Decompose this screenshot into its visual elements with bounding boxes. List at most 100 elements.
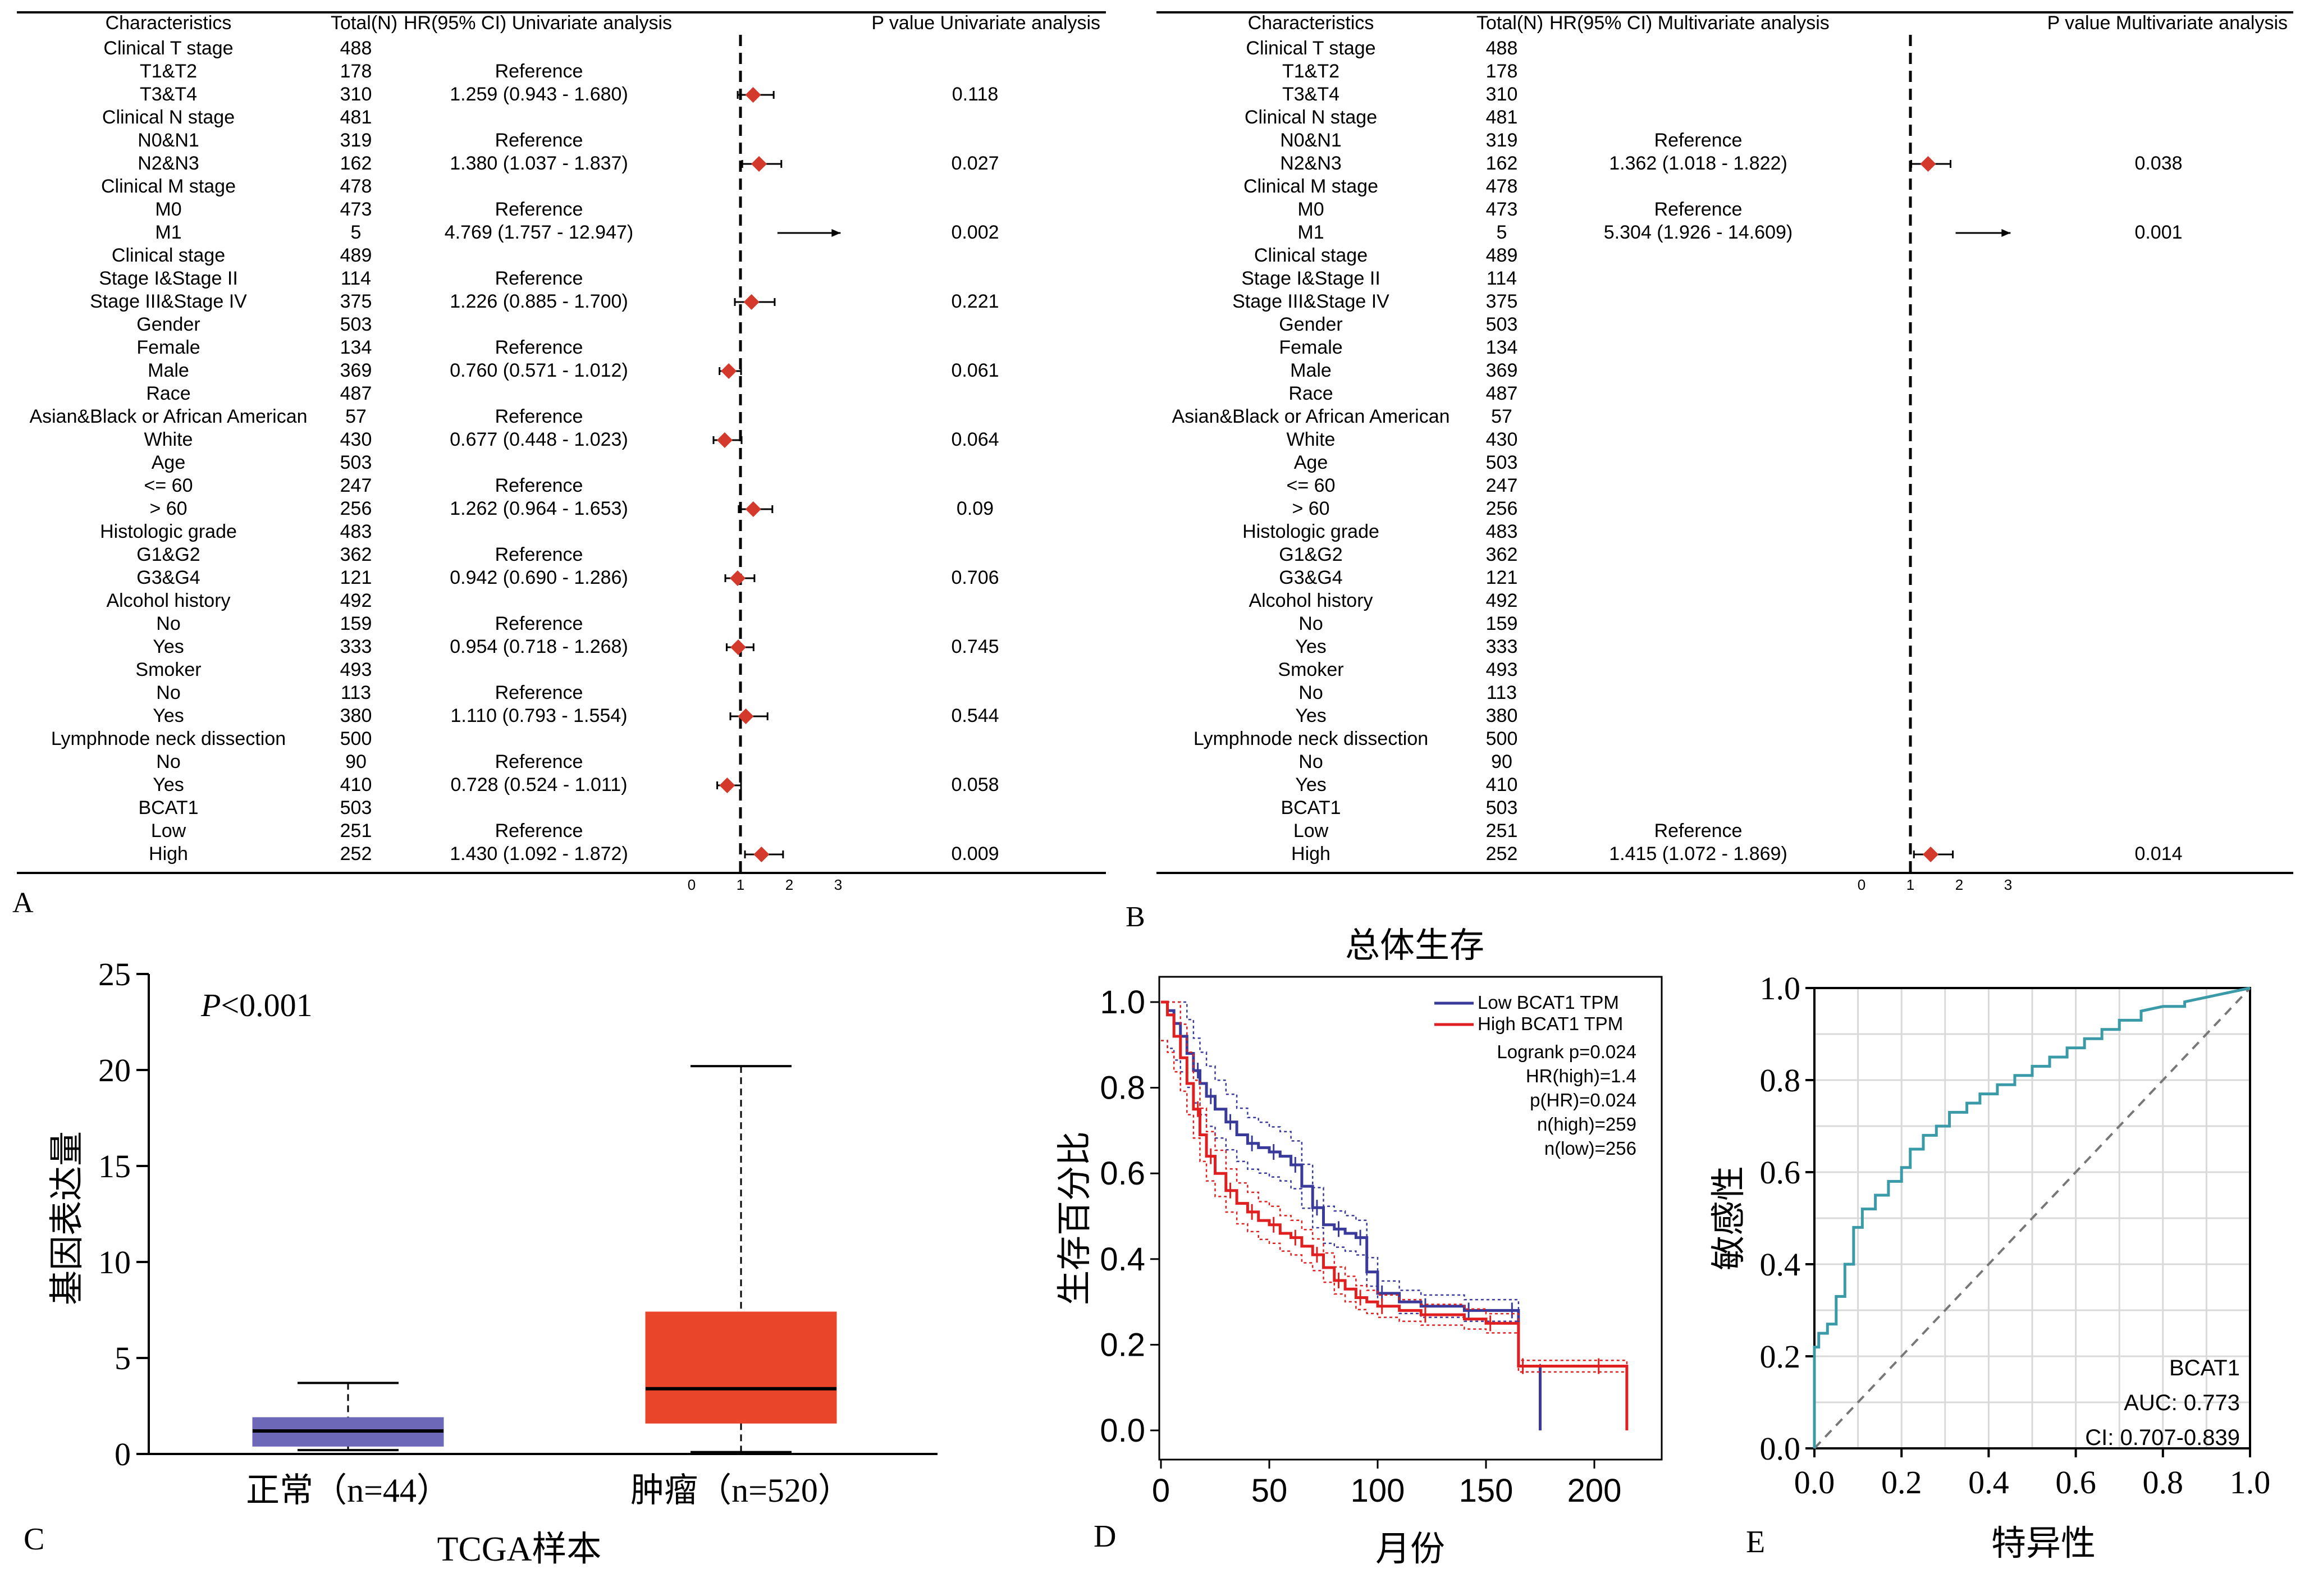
hr-point	[738, 708, 754, 724]
row-total: 362	[1486, 544, 1518, 565]
panel-label: A	[12, 887, 34, 919]
y-tick-label: 1.0	[1100, 984, 1145, 1021]
column-header-hr: HR(95% CI) Univariate analysis	[404, 12, 672, 34]
stat-annotation: Logrank p=0.024	[1497, 1041, 1636, 1062]
row-total: 503	[340, 797, 372, 818]
row-hr: Reference	[495, 613, 583, 634]
row-total: 481	[340, 107, 372, 128]
ci-arrow-head	[831, 229, 841, 237]
row-characteristic: No	[156, 751, 180, 772]
row-characteristic: M1	[155, 222, 181, 243]
row-characteristic: Stage III&Stage IV	[90, 291, 247, 312]
row-total: 430	[340, 429, 372, 450]
y-axis-title: 敏感性	[1708, 1166, 1749, 1270]
row-characteristic: G1&G2	[136, 544, 200, 565]
row-hr: 1.226 (0.885 - 1.700)	[450, 291, 628, 312]
row-total: 319	[1486, 130, 1518, 151]
group-label: 正常（n=44）	[246, 1472, 450, 1509]
row-characteristic: Female	[1279, 337, 1342, 358]
row-total: 493	[340, 659, 372, 680]
y-tick-label: 0.0	[1760, 1430, 1801, 1467]
row-p-value: 0.014	[2134, 843, 2182, 865]
row-total: 247	[340, 475, 372, 496]
hr-point	[716, 432, 733, 448]
row-total: 159	[1486, 613, 1518, 634]
row-characteristic: Gender	[136, 314, 200, 335]
row-total: 503	[340, 314, 372, 335]
row-characteristic: Smoker	[1278, 659, 1343, 680]
row-p-value: 0.064	[951, 429, 999, 450]
column-header-total: Total(N)	[331, 12, 397, 34]
forest-x-tick-label: 3	[834, 876, 842, 893]
row-characteristic: T3&T4	[1282, 84, 1339, 105]
row-total: 488	[1486, 38, 1518, 59]
row-total: 333	[340, 636, 372, 657]
row-hr: Reference	[495, 544, 583, 565]
x-tick-label: 0	[1152, 1472, 1170, 1509]
row-characteristic: Clinical M stage	[1243, 176, 1378, 197]
row-characteristic: M1	[1297, 222, 1324, 243]
row-characteristic: Yes	[1295, 705, 1326, 726]
row-hr: 1.380 (1.037 - 1.837)	[450, 153, 628, 174]
row-p-value: 0.544	[951, 705, 999, 726]
row-total: 481	[1486, 107, 1518, 128]
row-p-value: 0.009	[951, 843, 999, 865]
row-hr: 0.728 (0.524 - 1.011)	[450, 774, 627, 795]
row-characteristic: Female	[136, 337, 200, 358]
row-hr: 0.677 (0.448 - 1.023)	[450, 429, 628, 450]
column-header-total: Total(N)	[1476, 12, 1543, 34]
panel-label: C	[24, 1522, 44, 1557]
row-hr: 0.760 (0.571 - 1.012)	[450, 360, 628, 381]
hr-point	[721, 363, 737, 379]
x-axis-title: TCGA样本	[437, 1530, 602, 1568]
legend-entry: High BCAT1 TPM	[1478, 1013, 1623, 1034]
forest-x-tick-label: 2	[1955, 876, 1963, 893]
forest-x-tick-label: 1	[1906, 876, 1914, 893]
row-hr: Reference	[495, 130, 583, 151]
legend-box	[1434, 994, 1654, 1165]
y-tick-label: 0.6	[1100, 1155, 1145, 1192]
row-characteristic: Yes	[153, 705, 184, 726]
row-p-value: 0.221	[951, 291, 999, 312]
row-p-value: 0.09	[957, 498, 994, 519]
row-total: 251	[1486, 820, 1518, 842]
row-total: 380	[340, 705, 372, 726]
row-characteristic: Histologic grade	[100, 521, 237, 542]
y-tick-label: 0	[115, 1436, 131, 1472]
row-characteristic: Low	[1293, 820, 1329, 842]
row-p-value: 0.002	[951, 222, 999, 243]
column-header-p: P value Multivariate analysis	[2047, 12, 2288, 34]
box	[645, 1311, 837, 1424]
y-tick-label: 0.8	[1760, 1062, 1801, 1099]
row-total: 487	[1486, 383, 1518, 404]
row-characteristic: Clinical stage	[112, 245, 225, 266]
row-hr: Reference	[1654, 199, 1743, 220]
y-tick-label: 0.2	[1100, 1327, 1145, 1363]
row-total: 162	[1486, 153, 1518, 174]
y-tick-label: 0.4	[1760, 1246, 1801, 1283]
row-hr: Reference	[495, 61, 583, 82]
x-tick-label: 0.8	[2143, 1464, 2184, 1501]
row-total: 5	[1497, 222, 1507, 243]
row-total: 121	[1486, 567, 1518, 588]
plot-frame	[1813, 987, 2251, 1449]
row-characteristic: Yes	[1295, 636, 1326, 657]
survival-curve	[1161, 1000, 1629, 1430]
y-tick-label: 0.4	[1100, 1241, 1145, 1278]
row-characteristic: BCAT1	[138, 797, 198, 818]
row-hr: 4.769 (1.757 - 12.947)	[445, 222, 633, 243]
y-tick-label: 15	[98, 1148, 131, 1185]
row-p-value: 0.038	[2134, 153, 2182, 174]
y-tick-label: 10	[98, 1244, 131, 1281]
row-p-value: 0.061	[951, 360, 999, 381]
row-total: 500	[340, 728, 372, 749]
row-total: 362	[340, 544, 372, 565]
row-characteristic: High	[1291, 843, 1330, 865]
row-total: 310	[340, 84, 372, 105]
row-characteristic: Stage III&Stage IV	[1232, 291, 1389, 312]
y-tick-label: 0.8	[1100, 1070, 1145, 1106]
row-total: 493	[1486, 659, 1518, 680]
row-total: 134	[340, 337, 372, 358]
row-hr: Reference	[1654, 820, 1743, 842]
row-hr: Reference	[495, 268, 583, 289]
